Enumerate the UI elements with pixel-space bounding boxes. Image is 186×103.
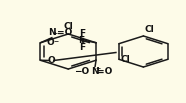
Text: Cl: Cl	[63, 22, 73, 31]
Text: N: N	[91, 67, 99, 76]
Text: =O: =O	[57, 28, 73, 37]
Text: O: O	[46, 38, 54, 47]
Text: O: O	[47, 56, 55, 65]
Text: F: F	[79, 29, 85, 38]
Text: =O: =O	[97, 67, 113, 76]
Text: +: +	[52, 30, 58, 36]
Text: F: F	[78, 36, 84, 45]
Text: N: N	[48, 28, 56, 37]
Text: F: F	[79, 43, 85, 52]
Text: −O: −O	[74, 67, 90, 76]
Text: Cl: Cl	[144, 25, 154, 34]
Text: −: −	[53, 39, 59, 44]
Text: +: +	[96, 66, 101, 71]
Text: Cl: Cl	[120, 55, 130, 64]
